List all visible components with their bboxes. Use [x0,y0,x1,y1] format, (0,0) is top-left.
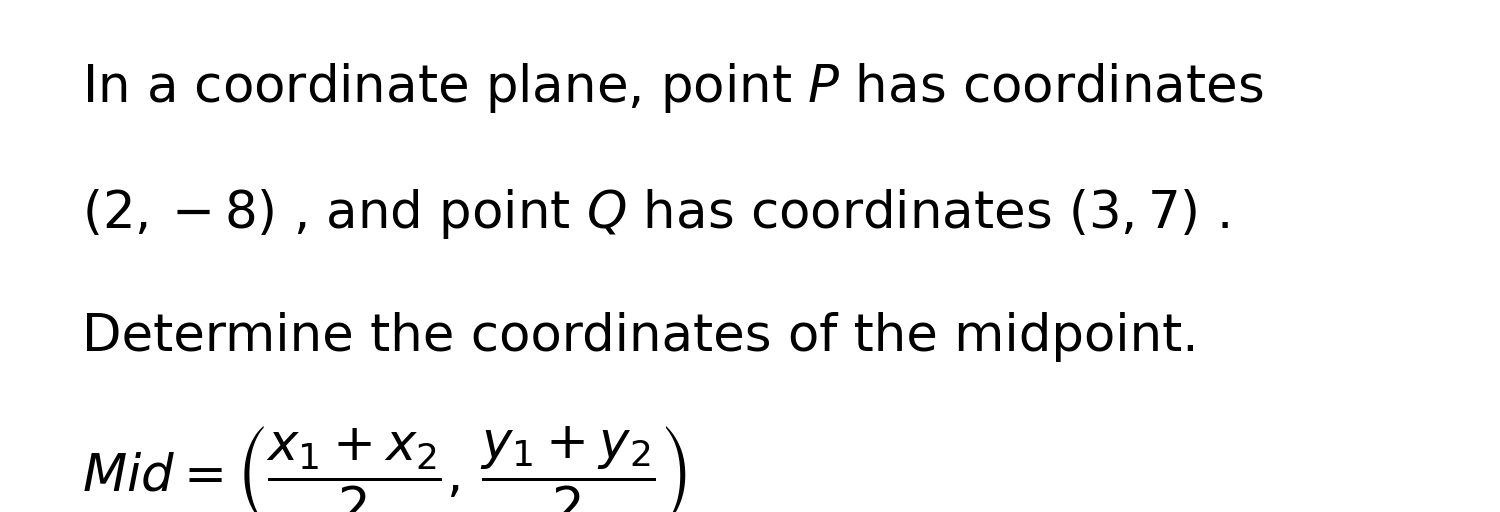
Text: In a coordinate plane, point $\mathit{P}$ has coordinates: In a coordinate plane, point $\mathit{P}… [82,61,1264,115]
Text: $\mathit{Mid} = \left(\dfrac{x_1+x_2}{2},\, \dfrac{y_1+y_2}{2}\right)$: $\mathit{Mid} = \left(\dfrac{x_1+x_2}{2}… [82,425,687,512]
Text: $(2,-8)$ , and point $\mathit{Q}$ has coordinates $(3,7)$ .: $(2,-8)$ , and point $\mathit{Q}$ has co… [82,187,1230,241]
Text: Determine the coordinates of the midpoint.: Determine the coordinates of the midpoin… [82,312,1198,362]
